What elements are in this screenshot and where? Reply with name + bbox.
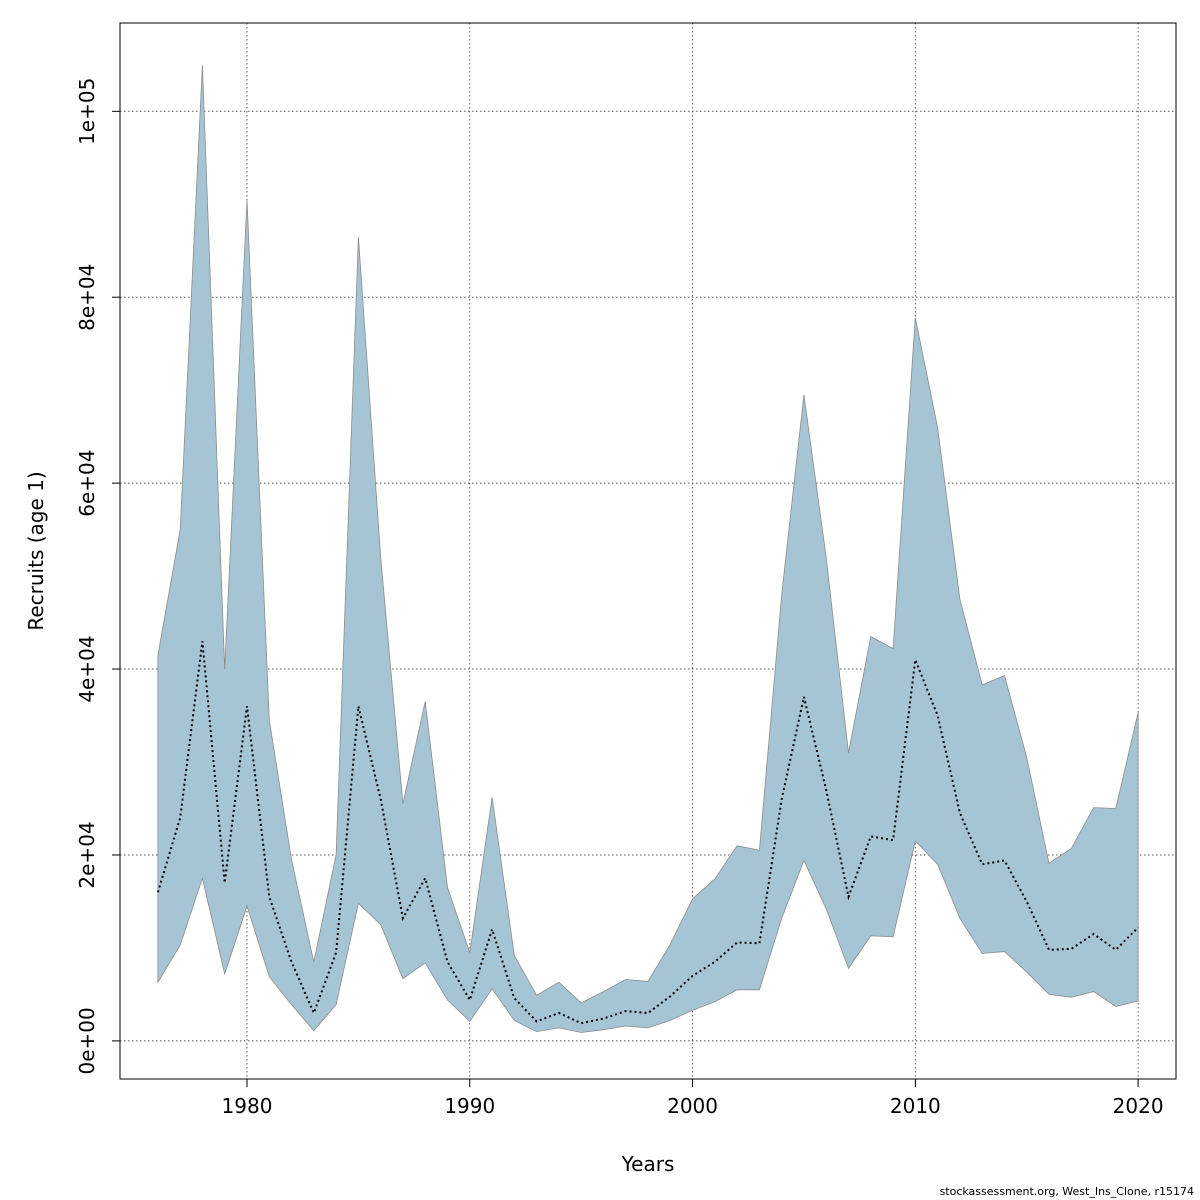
x-tick-label: 1990 (444, 1094, 495, 1118)
grid-lines (120, 23, 1176, 1079)
y-tick-label: 1e+05 (75, 78, 99, 145)
plot-frame (119, 22, 1177, 1080)
x-tick-label: 2000 (667, 1094, 718, 1118)
x-axis: 1980 1990 2000 2010 2020 (222, 1079, 1164, 1118)
footer-caption: stockassessment.org, West_Ins_Clone, r15… (939, 1185, 1194, 1198)
y-tick-label: 4e+04 (75, 635, 99, 702)
x-tick-label: 1980 (222, 1094, 273, 1118)
median-line (156, 641, 1139, 1025)
x-tick-label: 2020 (1113, 1094, 1164, 1118)
confidence-band (157, 64, 1139, 1033)
x-tick-label: 2010 (890, 1094, 941, 1118)
x-axis-title: Years (621, 1152, 675, 1176)
y-tick-label: 8e+04 (75, 264, 99, 331)
y-tick-label: 6e+04 (75, 450, 99, 517)
y-tick-label: 0e+00 (75, 1007, 99, 1074)
y-tick-label: 2e+04 (75, 821, 99, 888)
y-axis: 0e+00 2e+04 4e+04 6e+04 8e+04 1e+05 (75, 78, 120, 1075)
y-axis-title: Recruits (age 1) (24, 471, 48, 630)
